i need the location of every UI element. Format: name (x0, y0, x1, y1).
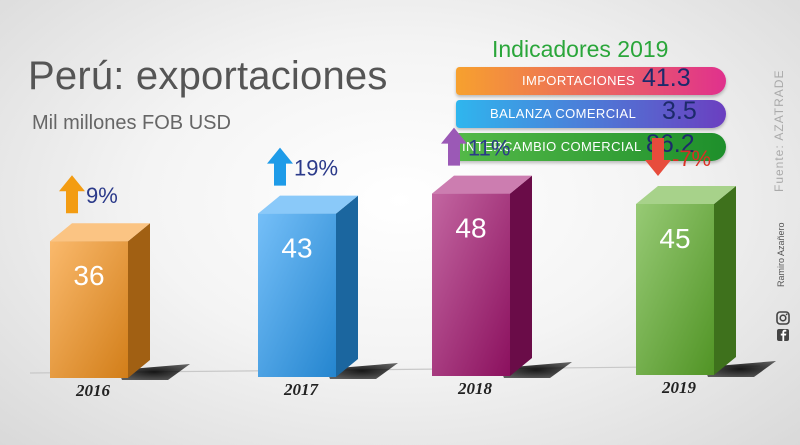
indicator-value: 41.3 (642, 64, 691, 92)
bar-2016: 36 2016 9% (50, 175, 190, 400)
arrow-up-icon (267, 147, 293, 186)
bar-top (432, 175, 532, 194)
x-tick-label: 2019 (661, 378, 697, 397)
social-icons (776, 311, 790, 341)
indicator-label: IMPORTACIONES (522, 73, 636, 88)
arrow-up-icon (441, 127, 467, 166)
bar-shadow (118, 364, 190, 380)
bar-side (714, 186, 736, 375)
bar-2018: 48 2018 11% (432, 127, 572, 398)
indicator-importaciones: IMPORTACIONES 41.3 (456, 64, 726, 95)
bar-value-label: 48 (455, 213, 486, 244)
bar-front (636, 204, 714, 375)
indicators-header: Indicadores 2019 (492, 36, 669, 62)
bar-top (636, 186, 736, 204)
bar-side (128, 223, 150, 378)
bar-2019: 45 2019 -7% (636, 138, 776, 397)
x-tick-label: 2017 (283, 380, 320, 399)
page-subtitle: Mil millones FOB USD (32, 112, 231, 134)
x-tick-label: 2018 (457, 379, 493, 398)
facebook-icon (777, 329, 789, 341)
bar-front (258, 213, 336, 377)
indicator-balanza-comercial: BALANZA COMERCIAL 3.5 (456, 97, 726, 128)
instagram-icon (776, 311, 790, 325)
bar-side (336, 195, 358, 377)
bar-side (510, 175, 532, 376)
bar-value-label: 36 (73, 260, 104, 291)
bar-top (258, 195, 358, 214)
change-label: 9% (86, 183, 118, 208)
arrow-down-icon (645, 138, 671, 176)
x-tick-label: 2016 (75, 381, 111, 400)
bar-2017: 43 2017 19% (258, 147, 398, 399)
bar-front (50, 241, 128, 378)
bar-front (432, 193, 510, 376)
bar-shadow (704, 361, 776, 377)
indicator-label: BALANZA COMERCIAL (490, 106, 637, 121)
indicator-value: 3.5 (662, 97, 697, 125)
change-label: -7% (672, 146, 711, 171)
change-label: 11% (468, 136, 510, 161)
bar-shadow (326, 363, 398, 379)
bar-value-label: 45 (659, 223, 690, 254)
page-title: Perú: exportaciones (28, 54, 388, 98)
indicator-intercambio-comercial: INTERCAMBIO COMERCIAL 86.2 (456, 130, 726, 161)
bar-top (50, 223, 150, 242)
arrow-up-icon (59, 175, 85, 214)
change-label: 19% (294, 156, 338, 181)
bar-value-label: 43 (281, 233, 312, 264)
bar-shadow (500, 362, 572, 378)
indicator-label: INTERCAMBIO COMERCIAL (462, 139, 642, 154)
